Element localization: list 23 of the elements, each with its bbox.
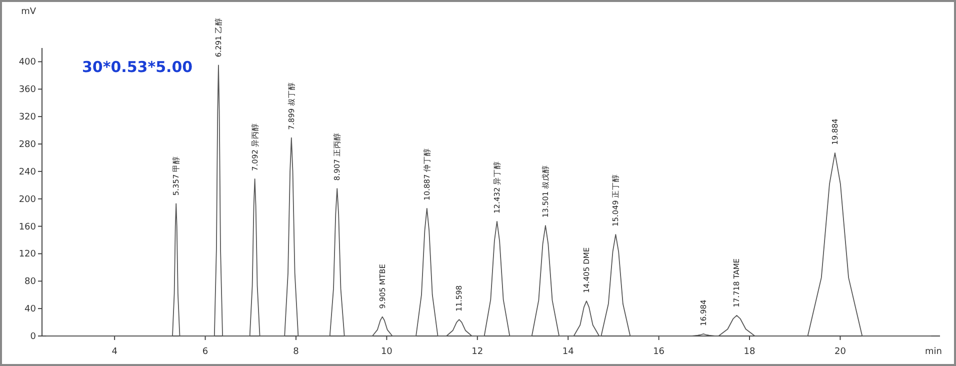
y-tick-label: 160 [18,222,36,232]
x-tick-label: 14 [562,347,574,357]
x-tick-label: 16 [653,347,665,357]
text: 30*0.53*5.00 [82,58,193,76]
x-tick-label: 4 [112,347,118,357]
y-tick-label: 120 [18,250,36,260]
x-tick-label: 8 [293,347,300,357]
x-tick-label: 18 [744,347,756,357]
y-tick-label: 80 [24,277,36,288]
y-tick-label: 320 [18,112,36,123]
y-axis-title: mV [21,7,37,17]
y-tick-label: 240 [18,167,36,178]
x-tick-label: 10 [380,347,393,357]
y-tick-label: 0 [30,332,36,342]
y-tick-label: 360 [18,85,36,96]
x-tick-label: 20 [834,347,846,357]
y-tick-label: 40 [24,304,36,315]
x-axis-title: min [925,347,942,357]
x-tick-label: 12 [472,347,484,357]
y-tick-label: 200 [18,194,36,205]
y-tick-label: 280 [18,140,36,150]
x-tick-label: 6 [202,347,208,357]
y-tick-label: 400 [18,58,36,68]
